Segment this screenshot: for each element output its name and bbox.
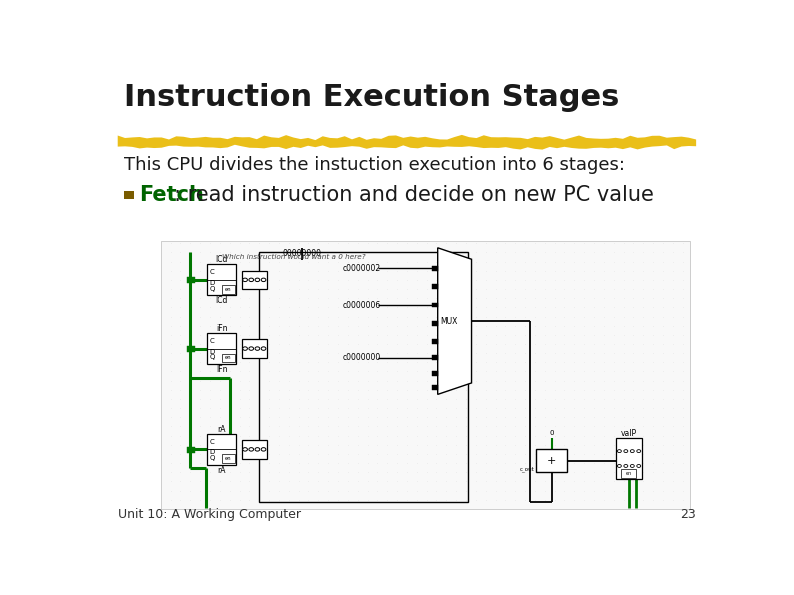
Circle shape (624, 450, 628, 453)
Text: 0: 0 (549, 430, 553, 436)
Circle shape (261, 278, 266, 281)
Bar (259, 252, 468, 502)
Bar (222, 455, 235, 463)
Bar (160, 241, 690, 509)
Bar (207, 264, 237, 296)
Text: C: C (210, 439, 214, 444)
Bar (536, 449, 567, 472)
Circle shape (243, 347, 248, 350)
Text: +: + (547, 456, 557, 466)
Text: 23: 23 (680, 508, 696, 521)
Bar (432, 284, 437, 289)
Bar (207, 333, 237, 364)
Bar (622, 469, 635, 478)
Circle shape (255, 278, 260, 281)
Text: c0000006: c0000006 (342, 300, 380, 309)
Text: D: D (210, 349, 214, 355)
Bar (432, 266, 437, 271)
Text: en: en (225, 355, 232, 361)
Bar (432, 385, 437, 390)
Bar (222, 285, 235, 293)
Text: lFn: lFn (216, 365, 227, 374)
Bar (432, 303, 437, 308)
Bar (432, 339, 437, 344)
Bar (187, 346, 195, 352)
Text: Q: Q (210, 354, 214, 361)
Text: c_out: c_out (520, 466, 535, 472)
Text: valP: valP (621, 429, 637, 438)
Circle shape (637, 465, 641, 468)
Circle shape (249, 347, 253, 350)
Text: en: en (225, 287, 232, 292)
Bar (432, 371, 437, 376)
Text: C: C (210, 338, 214, 344)
Text: lCd: lCd (215, 296, 228, 305)
Circle shape (255, 447, 260, 451)
Circle shape (249, 278, 253, 281)
Bar (432, 355, 437, 360)
Circle shape (618, 465, 622, 468)
Polygon shape (118, 135, 696, 149)
Text: en: en (225, 456, 232, 461)
Text: c0000002: c0000002 (342, 264, 380, 273)
Bar (187, 447, 195, 453)
Bar (124, 192, 133, 199)
Circle shape (618, 450, 622, 453)
Bar (187, 277, 195, 283)
Circle shape (249, 447, 253, 451)
Bar (242, 440, 267, 459)
Text: : read instruction and decide on new PC value: : read instruction and decide on new PC … (175, 185, 654, 205)
Circle shape (630, 465, 634, 468)
Text: C: C (210, 269, 214, 275)
Bar (242, 271, 267, 289)
Bar (222, 353, 235, 362)
Text: en: en (626, 471, 631, 476)
Text: lCd: lCd (215, 255, 228, 264)
Text: D: D (210, 280, 214, 286)
Text: c0000000: c0000000 (342, 353, 380, 362)
Text: iFn: iFn (216, 324, 227, 333)
Circle shape (243, 278, 248, 281)
Text: Fetch: Fetch (139, 185, 204, 205)
Text: 00000000: 00000000 (283, 249, 322, 258)
Bar (242, 339, 267, 358)
Text: Instruction Execution Stages: Instruction Execution Stages (124, 83, 619, 112)
Bar (207, 434, 237, 465)
Bar (616, 438, 642, 479)
Circle shape (243, 447, 248, 451)
Text: Which instruction would want a 0 here?: Which instruction would want a 0 here? (222, 254, 366, 260)
Text: Q: Q (210, 286, 214, 292)
Text: Q: Q (210, 455, 214, 461)
Circle shape (630, 450, 634, 453)
Text: This CPU divides the instuction execution into 6 stages:: This CPU divides the instuction executio… (124, 156, 625, 174)
Text: MUX: MUX (440, 317, 457, 325)
Circle shape (261, 347, 266, 350)
Text: rA: rA (218, 425, 226, 434)
Polygon shape (437, 248, 472, 394)
Text: Unit 10: A Working Computer: Unit 10: A Working Computer (118, 508, 301, 521)
Circle shape (637, 450, 641, 453)
Text: rA: rA (218, 466, 226, 475)
Bar (432, 321, 437, 325)
Circle shape (261, 447, 266, 451)
Circle shape (255, 347, 260, 350)
Circle shape (624, 465, 628, 468)
Text: D: D (210, 449, 214, 456)
